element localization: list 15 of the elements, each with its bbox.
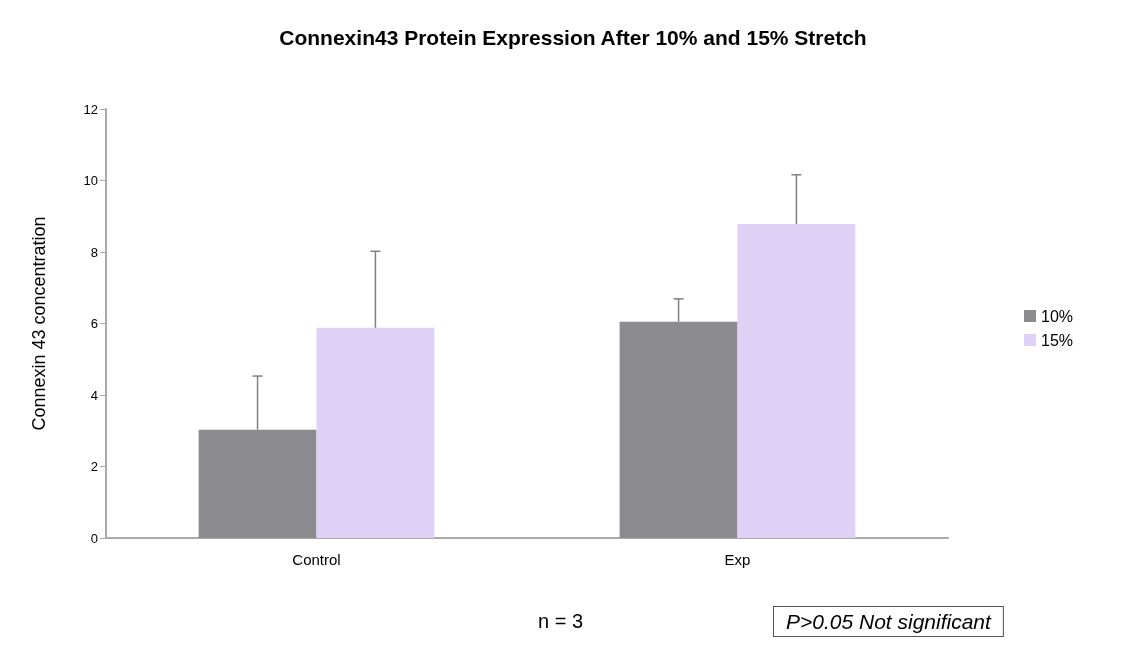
y-tick-label: 12 (83, 101, 98, 117)
y-tick-label: 8 (90, 244, 98, 260)
y-tick-label: 2 (90, 459, 98, 474)
y-tick-label: 10 (83, 173, 98, 188)
x-tick-label: Control (292, 551, 341, 568)
legend-label: 10% (1040, 307, 1074, 325)
chart-title: Connexin43 Protein Expression After 10% and 15% Stretch (279, 26, 867, 49)
y-tick-label: 6 (90, 316, 98, 331)
text: P>0.05 Not significant (786, 610, 993, 633)
y-tick-label: 4 (90, 387, 98, 403)
text: n = 3 (538, 610, 584, 632)
y-axis-title: Connexin 43 concentration (29, 216, 49, 431)
x-tick-label: Exp (724, 551, 751, 568)
y-tick-label: 0 (90, 530, 98, 546)
legend-label: 15% (1040, 331, 1074, 349)
